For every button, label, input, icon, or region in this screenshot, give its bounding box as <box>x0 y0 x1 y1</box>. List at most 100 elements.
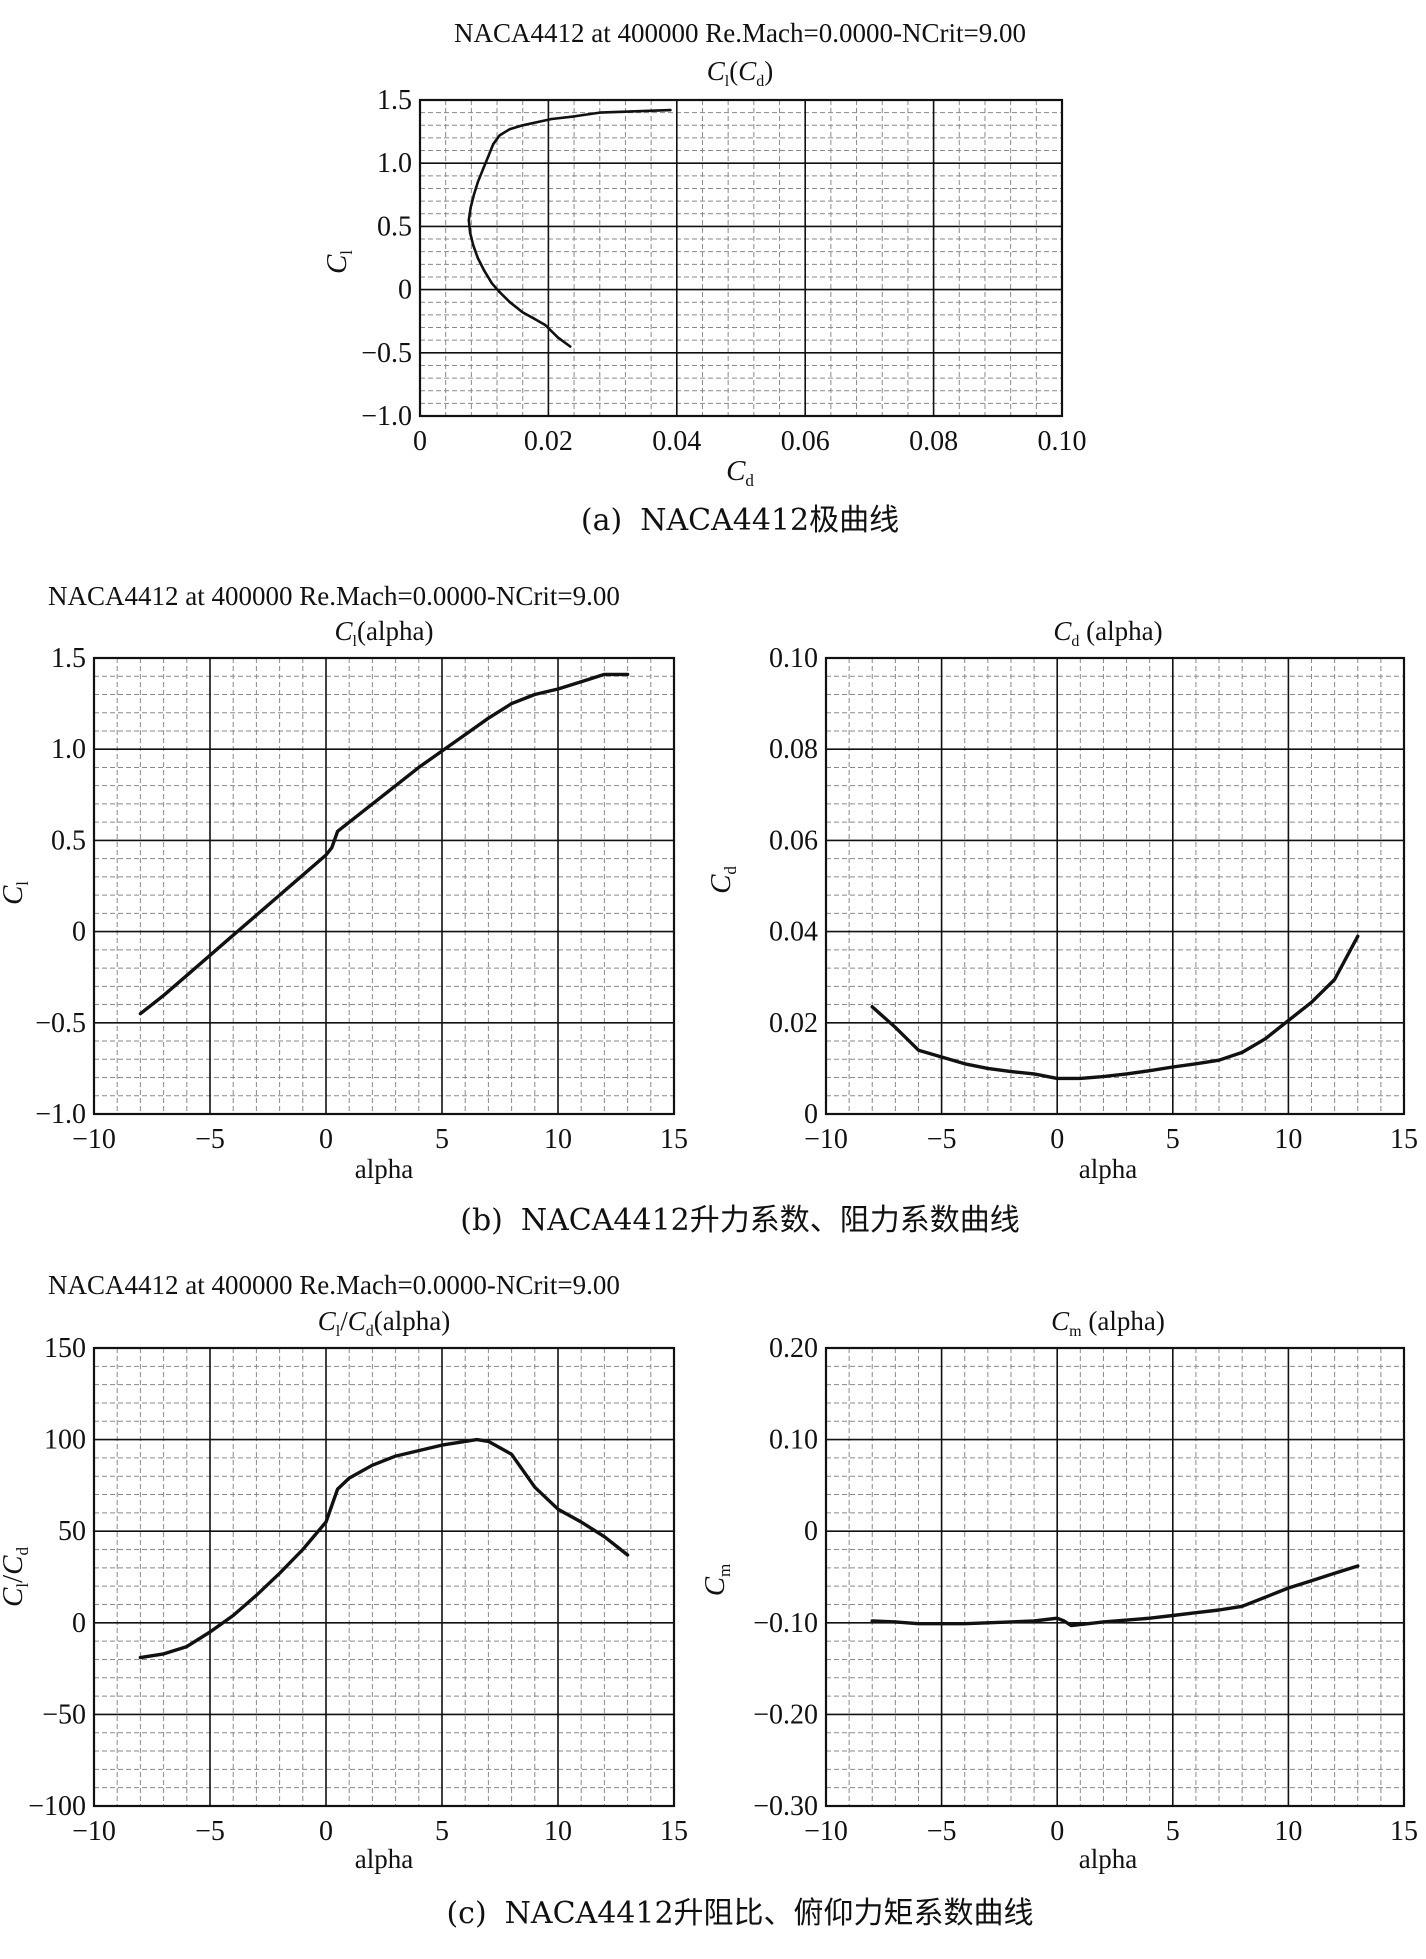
x-tick-label: −10 <box>72 1124 116 1155</box>
data-point <box>533 693 536 696</box>
data-point <box>1356 935 1360 938</box>
x-tick-label: 10 <box>1274 1124 1302 1155</box>
data-point <box>569 345 572 348</box>
data-point <box>475 1438 478 1441</box>
ylabel-cm-alpha: Cm <box>699 1564 734 1597</box>
data-point <box>556 687 560 691</box>
data-point <box>469 206 472 209</box>
data-point <box>580 1520 583 1524</box>
minor-grid <box>94 658 674 1114</box>
data-point <box>556 1508 560 1511</box>
data-point <box>464 733 467 736</box>
x-tick-label: −5 <box>927 1124 957 1155</box>
data-point <box>464 1440 467 1443</box>
y-tick-label: 0.5 <box>377 211 412 242</box>
y-tick-label: 50 <box>58 1516 86 1547</box>
data-point <box>255 1594 258 1597</box>
data-point <box>1148 1617 1151 1620</box>
xlabel-cd-alpha: alpha <box>1079 1154 1137 1184</box>
data-point <box>232 1614 235 1617</box>
series-line-cm-alpha <box>870 1564 1360 1628</box>
major-grid <box>94 1348 674 1806</box>
chart-cd-alpha: −10 −5 0 5 10 15 0 0.02 0.04 0.06 0.08 0.10 <box>769 643 1418 1155</box>
data-point <box>490 282 494 285</box>
data-point <box>232 934 235 937</box>
x-tick-label: 10 <box>544 1124 572 1155</box>
plot-frame <box>92 1346 676 1808</box>
major-grid <box>826 1348 1404 1806</box>
x-tick-label: 0 <box>1050 1124 1064 1155</box>
data-point <box>894 1026 897 1029</box>
data-point <box>394 784 397 787</box>
plot-frame <box>92 656 676 1116</box>
major-grid <box>420 100 1062 416</box>
data-point <box>940 1055 943 1059</box>
data-point <box>1310 1001 1313 1004</box>
x-tick-label: 0.10 <box>1038 426 1087 457</box>
data-point <box>963 1622 966 1625</box>
x-tick-label: 0.08 <box>909 426 958 457</box>
data-point <box>871 1005 874 1008</box>
caption-b: (b) NACA4412升力系数、阻力系数曲线 <box>460 1203 1020 1238</box>
y-tick-label: 100 <box>44 1425 86 1456</box>
data-point <box>1079 1077 1082 1080</box>
x-tick-label: 15 <box>1390 1816 1418 1847</box>
data-point <box>185 1645 188 1648</box>
x-tick-label: 10 <box>544 1816 572 1847</box>
x-tick-label: 0 <box>319 1816 333 1847</box>
data-point <box>1069 1624 1073 1627</box>
data-point <box>1102 1620 1105 1624</box>
xlabel-cl-alpha: alpha <box>355 1154 413 1184</box>
y-tick-label: 0 <box>398 275 412 306</box>
data-point <box>324 1520 328 1524</box>
x-tick-label: −10 <box>72 1816 116 1847</box>
data-point <box>1310 1579 1313 1582</box>
x-tick-label: 15 <box>1390 1124 1418 1155</box>
series-line-polar <box>467 108 672 348</box>
data-point <box>417 1449 420 1452</box>
y-tick-label: −0.10 <box>753 1608 818 1639</box>
data-point <box>336 830 339 833</box>
y-tick-label: −0.30 <box>753 1791 818 1822</box>
data-points <box>871 935 1360 1080</box>
data-point <box>139 1012 142 1015</box>
plot-frame <box>418 98 1064 418</box>
data-point <box>255 914 258 917</box>
data-point <box>1148 1069 1151 1072</box>
data-point <box>580 680 583 683</box>
data-point <box>1171 1065 1175 1069</box>
data-point <box>468 231 472 234</box>
data-point <box>324 853 328 857</box>
data-point <box>1217 1059 1221 1062</box>
data-point <box>348 821 351 824</box>
data-point <box>486 155 490 159</box>
data-point <box>330 846 333 849</box>
y-tick-label: 0 <box>72 1608 86 1639</box>
x-tick-label: 0 <box>1050 1816 1064 1847</box>
data-point <box>417 766 420 769</box>
series-line-clcd-alpha <box>138 1437 630 1660</box>
minor-grid <box>420 100 1062 416</box>
data-point <box>492 143 495 146</box>
data-point <box>487 1440 490 1443</box>
data-point <box>1009 1620 1013 1624</box>
x-tick-label: 5 <box>435 1816 449 1847</box>
y-tick-label: 1.0 <box>51 734 86 765</box>
y-tick-label: −50 <box>42 1699 86 1730</box>
x-tick-label: −10 <box>804 1124 848 1155</box>
data-point <box>521 311 524 314</box>
data-point <box>472 193 476 196</box>
x-tick-label: −5 <box>195 1816 225 1847</box>
data-point <box>1125 1072 1128 1076</box>
xlabel-clcd-alpha: alpha <box>355 1844 413 1874</box>
data-point <box>603 1535 606 1538</box>
data-point <box>301 873 304 877</box>
data-point <box>986 1621 989 1625</box>
data-point <box>1333 978 1336 981</box>
chart-cm-alpha: −10 −5 0 5 10 15 −0.30 −0.20 −0.10 0 0.10 0.20 <box>753 1333 1418 1847</box>
ylabel-polar: Cl <box>321 250 356 274</box>
data-point <box>440 749 444 753</box>
y-tick-label: −0.20 <box>753 1699 818 1730</box>
series-line-cd-alpha <box>870 934 1360 1081</box>
